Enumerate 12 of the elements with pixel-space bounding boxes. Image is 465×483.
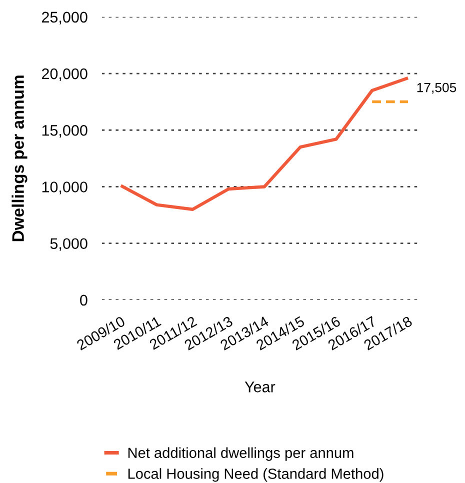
annotation: 17,505 (417, 82, 456, 94)
x-axis-title: Year (244, 382, 276, 392)
legend-label: Local Housing Need (Standard Method) (128, 468, 384, 482)
y-tick-label: 5,000 (50, 238, 88, 251)
y-tick-label: 20,000 (42, 68, 88, 82)
y-tick-label: 15,000 (42, 124, 88, 138)
y-tick-label: 0 (80, 294, 88, 306)
y-tick-label: 10,000 (42, 182, 88, 194)
y-tick-label: 25,000 (42, 12, 88, 24)
legend-label: Net additional dwellings per annum (128, 447, 354, 461)
line-series (119, 76, 410, 211)
y-axis-title: Dwellings per annum (12, 76, 28, 242)
